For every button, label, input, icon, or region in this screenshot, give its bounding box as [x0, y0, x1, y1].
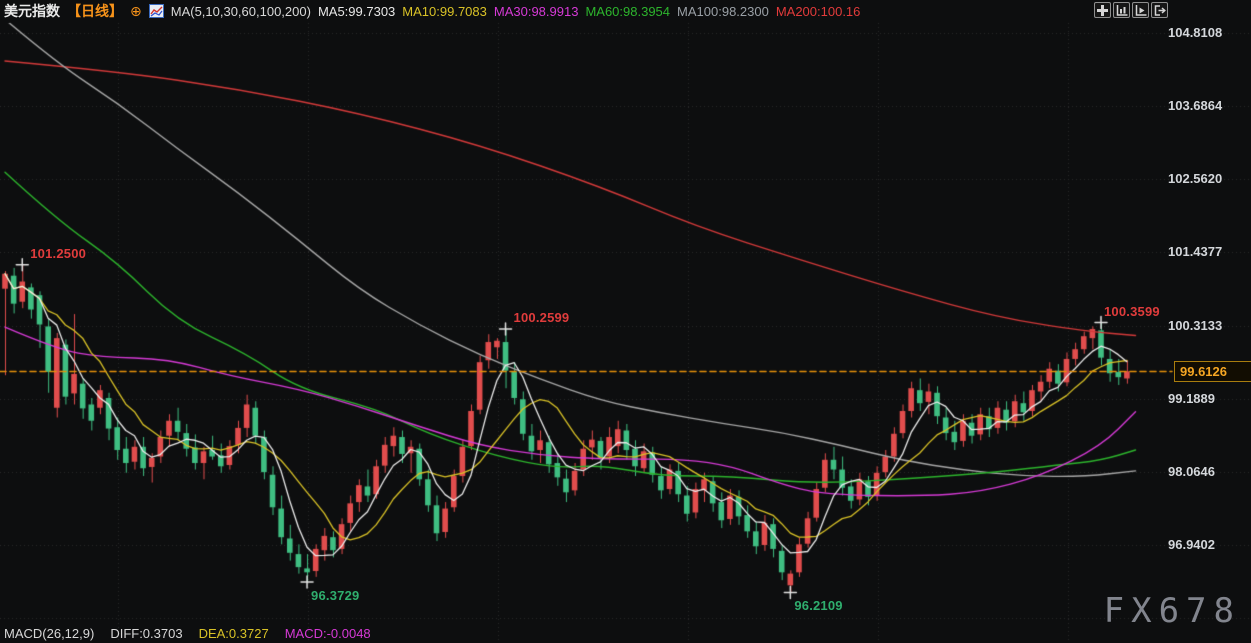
ma30-value: MA30:98.9913 — [493, 3, 579, 19]
mini-chart-icon[interactable] — [148, 4, 164, 18]
ma100-value: MA100:98.2300 — [677, 3, 769, 19]
macd-formula-label: MACD(26,12,9) — [4, 626, 95, 641]
fx678-watermark: FX678 — [1103, 591, 1241, 631]
extreme-price-annotation: 96.2109 — [794, 598, 843, 614]
extreme-price-annotation: 96.3729 — [311, 587, 360, 603]
period-selector[interactable]: 【日线】 — [67, 3, 123, 19]
add-indicator-icon[interactable]: ⊕ — [130, 3, 142, 19]
axis-price-label: 102.5620 — [1168, 171, 1223, 187]
axis-price-label: 96.9402 — [1168, 536, 1215, 552]
axis-price-label: 98.0646 — [1168, 463, 1215, 479]
ma-settings-label[interactable]: MA(5,10,30,60,100,200) — [170, 3, 311, 19]
move-tool-button[interactable] — [1094, 2, 1111, 18]
axis-price-label: 99.1889 — [1168, 390, 1215, 406]
symbol-name[interactable]: 美元指数 — [4, 3, 60, 19]
extreme-price-annotation: 101.2500 — [30, 245, 87, 261]
chart-toolbar — [1094, 2, 1168, 18]
last-price-tag: 99.6126 — [1174, 361, 1251, 383]
macd-macd-value: MACD:-0.0048 — [284, 626, 371, 641]
pane-scale-left-button[interactable] — [1113, 2, 1130, 18]
pane-scale-right-button[interactable] — [1132, 2, 1149, 18]
macd-indicator-row[interactable]: MACD(26,12,9) DIFF:0.3703 DEA:0.3727 MAC… — [4, 626, 371, 641]
exit-pane-button[interactable] — [1151, 2, 1168, 18]
extreme-price-annotation: 100.2599 — [513, 310, 570, 326]
ma60-value: MA60:98.3954 — [585, 3, 671, 19]
ma5-value: MA5:99.7303 — [317, 3, 396, 19]
ma10-value: MA10:99.7083 — [402, 3, 487, 19]
axis-price-label: 100.3133 — [1168, 317, 1223, 333]
axis-price-label: 103.6864 — [1168, 98, 1223, 114]
axis-price-label: 104.8108 — [1168, 25, 1223, 40]
macd-dea-value: DEA:0.3727 — [198, 626, 269, 641]
extreme-price-annotation: 100.3599 — [1104, 303, 1160, 319]
chart-header: 美元指数 【日线】 ⊕ MA(5,10,30,60,100,200) MA5:9… — [0, 0, 1251, 22]
macd-diff-value: DIFF:0.3703 — [110, 626, 183, 641]
ma200-value: MA200:100.16 — [775, 3, 861, 19]
axis-price-label: 101.4377 — [1168, 244, 1223, 260]
